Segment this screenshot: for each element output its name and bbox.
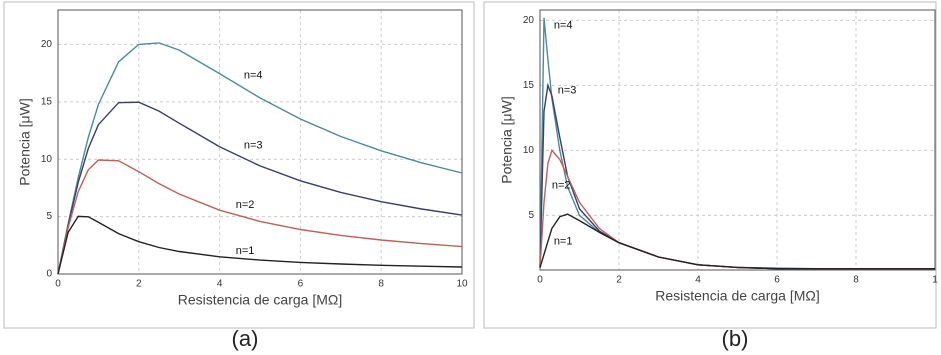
x-tick-label: 0 bbox=[537, 275, 543, 286]
series-line bbox=[539, 148, 935, 270]
series-line bbox=[539, 82, 935, 270]
panel-frame bbox=[3, 1, 475, 329]
x-tick-label: 4 bbox=[695, 275, 701, 286]
series-line bbox=[57, 42, 463, 275]
series-label: n=2 bbox=[552, 179, 571, 191]
x-axis-label: Resistencia de carga [MΩ] bbox=[178, 292, 343, 308]
x-axis-label: Resistencia de carga [MΩ] bbox=[655, 288, 820, 304]
x-tick-label: 0 bbox=[55, 279, 61, 290]
series-label: n=1 bbox=[554, 235, 573, 247]
x-tick-label: 6 bbox=[774, 275, 780, 286]
series-label: n=1 bbox=[236, 245, 255, 257]
x-tick-label: 4 bbox=[217, 279, 223, 290]
plot-area bbox=[539, 9, 936, 271]
series-label: n=3 bbox=[244, 139, 263, 151]
y-tick-label: 10 bbox=[41, 154, 53, 165]
y-tick-label: 5 bbox=[528, 210, 534, 221]
x-tick-label: 1 bbox=[932, 275, 938, 286]
series-label: n=4 bbox=[244, 69, 263, 81]
series-line bbox=[57, 215, 463, 275]
series-line bbox=[57, 159, 463, 275]
panel-frame bbox=[483, 1, 937, 329]
y-tick-label: 5 bbox=[46, 211, 52, 222]
y-tick-label: 0 bbox=[46, 269, 52, 280]
y-tick-label: 20 bbox=[41, 39, 53, 50]
x-tick-label: 6 bbox=[298, 279, 304, 290]
y-axis-label: Potencia [μW] bbox=[17, 98, 33, 185]
x-tick-label: 2 bbox=[136, 279, 142, 290]
series-line bbox=[57, 101, 463, 275]
x-tick-label: 10 bbox=[456, 279, 468, 290]
y-tick-label: 15 bbox=[41, 96, 53, 107]
series-line bbox=[539, 213, 935, 270]
x-tick-label: 2 bbox=[616, 275, 622, 286]
y-tick-label: 20 bbox=[523, 15, 535, 26]
subfigure-caption: (a) bbox=[232, 326, 259, 351]
plot-area bbox=[57, 9, 463, 275]
series-label: n=2 bbox=[236, 199, 255, 211]
x-tick-label: 8 bbox=[378, 279, 384, 290]
series-label: n=3 bbox=[558, 85, 577, 97]
y-axis-label: Potencia [μW] bbox=[499, 96, 515, 183]
series-label: n=4 bbox=[554, 20, 573, 32]
x-tick-label: 8 bbox=[853, 275, 859, 286]
subfigure-caption: (b) bbox=[722, 326, 749, 351]
y-tick-label: 10 bbox=[523, 145, 535, 156]
y-tick-label: 15 bbox=[523, 80, 535, 91]
